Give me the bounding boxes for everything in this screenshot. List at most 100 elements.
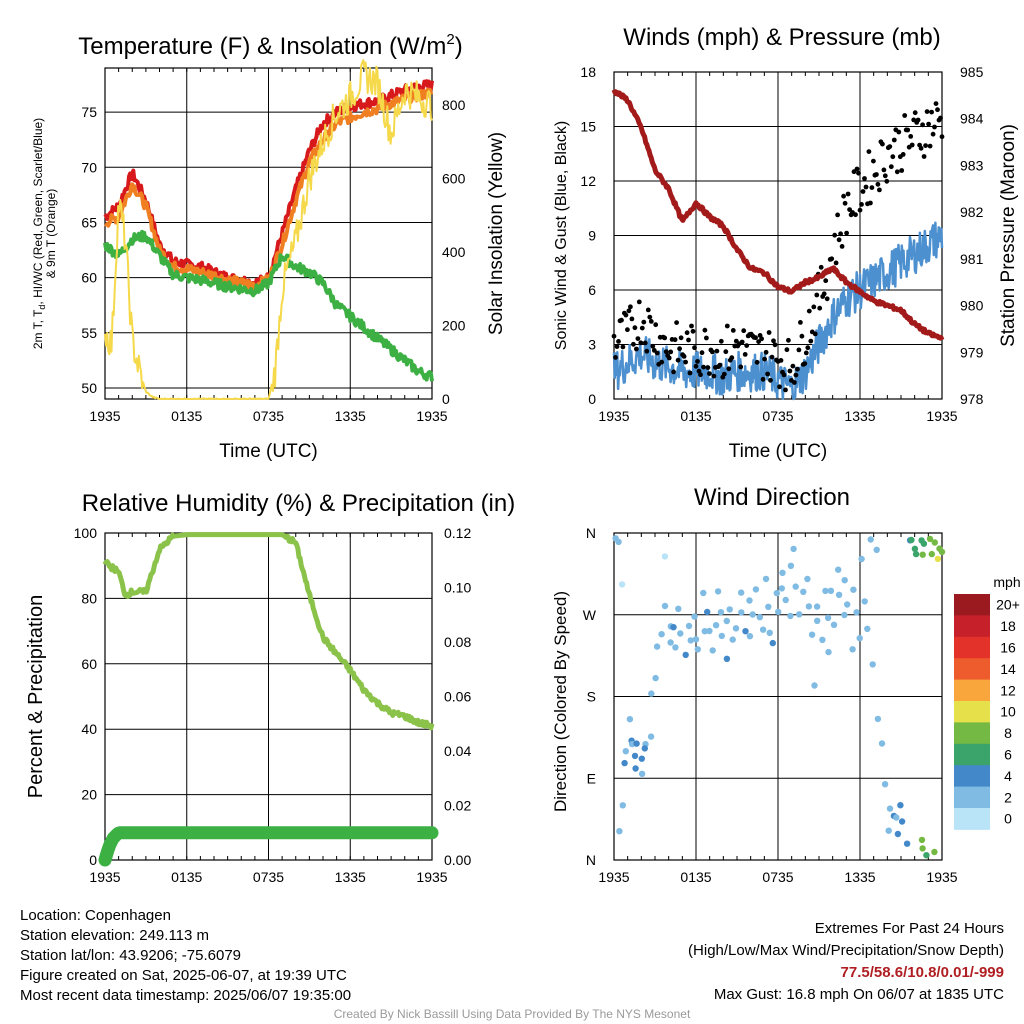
gust-point: [888, 164, 894, 170]
direction-point: [652, 674, 659, 682]
gust-point: [778, 358, 784, 363]
direction-point: [766, 629, 773, 636]
gust-point: [818, 264, 824, 270]
direction-point: [648, 690, 655, 697]
gust-point: [724, 323, 730, 329]
direction-point: [861, 598, 868, 605]
gust-point: [874, 172, 879, 177]
gust-point: [616, 339, 621, 344]
gust-point: [766, 330, 772, 335]
gust-point: [811, 304, 817, 310]
chart-title: Temperature (F) & Insolation (W/m2): [78, 31, 462, 60]
x-tick-label: 1935: [598, 408, 629, 424]
gust-point: [711, 373, 717, 379]
legend-label: 18: [1000, 618, 1016, 634]
direction-point: [615, 538, 622, 546]
y-tick-label: E: [587, 770, 596, 786]
gust-point: [909, 142, 915, 148]
y2-tick-label: 400: [442, 244, 466, 260]
gust-point: [912, 110, 918, 116]
direction-point: [897, 802, 904, 809]
direction-point: [738, 609, 745, 616]
chart-title: Winds (mph) & Pressure (mb): [623, 24, 940, 51]
direction-point: [672, 644, 679, 651]
x-tick-label: 0735: [762, 408, 793, 424]
direction-point: [819, 636, 826, 643]
gust-point: [783, 387, 788, 393]
gust-point: [628, 304, 633, 310]
gust-point: [798, 320, 803, 325]
legend-label: 16: [1000, 640, 1016, 656]
y2-tick-label: 984: [960, 111, 984, 127]
gust-point: [763, 349, 769, 355]
gust-point: [924, 109, 930, 114]
x-tick-label: 0735: [762, 869, 793, 885]
gust-point: [681, 354, 687, 359]
gust-point: [730, 328, 736, 333]
direction-point: [769, 639, 776, 647]
title-superscript: 2: [446, 31, 454, 48]
gust-point: [882, 173, 888, 179]
series-line: [98, 826, 439, 867]
direction-point: [934, 555, 942, 563]
direction-point: [621, 759, 628, 767]
gust-point: [854, 166, 860, 172]
legend-label: 8: [1004, 725, 1012, 741]
legend-label: 6: [1004, 747, 1012, 763]
gust-point: [675, 357, 681, 363]
direction-point: [647, 733, 655, 740]
y-tick-label: N: [586, 525, 596, 541]
gust-point: [899, 168, 905, 173]
gust-point: [641, 319, 647, 325]
gust-point: [629, 316, 635, 322]
gust-point: [744, 343, 750, 348]
x-tick-label: 1935: [598, 869, 629, 885]
gust-point: [905, 127, 911, 133]
direction-point: [867, 536, 874, 543]
gust-point: [859, 202, 864, 207]
gust-point: [634, 346, 639, 352]
gust-point: [802, 361, 808, 366]
gust-point: [821, 291, 827, 297]
gust-point: [806, 308, 812, 314]
gust-point: [900, 152, 906, 157]
gust-point: [695, 359, 700, 364]
direction-point: [633, 740, 640, 747]
latlon-text: Station lat/lon: 43.9206; -75.6079: [20, 947, 242, 964]
y-tick-label: 40: [81, 721, 97, 737]
direction-point: [723, 617, 730, 625]
gust-point: [738, 364, 744, 370]
direction-point: [830, 621, 838, 628]
panel-1: 1935 0135 0735 1335 1935 50 55 60 65 70 75 0 200 400 6…: [31, 31, 507, 462]
direction-point: [706, 627, 713, 635]
gust-point: [823, 278, 829, 284]
gust-point: [723, 349, 729, 355]
y2-tick-label: 982: [960, 204, 984, 220]
gust-point: [611, 333, 617, 339]
series-line: [611, 88, 945, 341]
legend-label: 4: [1004, 768, 1012, 784]
gust-point: [714, 348, 720, 354]
y-tick-label: 0: [89, 852, 97, 868]
y-axis-label: Direction (Colored By Speed): [551, 591, 570, 812]
gust-point: [668, 349, 674, 355]
legend-label: 20+: [996, 597, 1020, 613]
direction-point: [822, 587, 829, 595]
gust-point: [923, 143, 928, 149]
gust-point: [729, 355, 735, 361]
panel-2: 1935 0135 0735 1335 193503691215189789799809…: [553, 24, 1019, 462]
gust-point: [894, 169, 900, 175]
direction-point: [738, 589, 745, 596]
gust-point: [860, 189, 866, 194]
gust-point: [832, 232, 838, 238]
direction-point: [765, 603, 772, 610]
gust-point: [857, 207, 863, 213]
y2-tick-label: 979: [960, 344, 984, 360]
gust-point: [687, 370, 693, 376]
gust-point: [647, 314, 653, 320]
gust-point: [653, 322, 659, 328]
series-line: [104, 59, 433, 400]
gust-point: [636, 299, 642, 305]
gust-point: [939, 134, 945, 140]
